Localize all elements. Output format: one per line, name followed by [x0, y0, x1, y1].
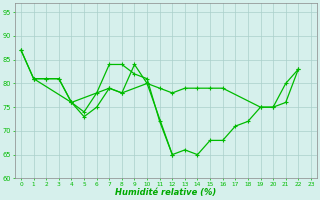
X-axis label: Humidité relative (%): Humidité relative (%) — [116, 188, 217, 197]
